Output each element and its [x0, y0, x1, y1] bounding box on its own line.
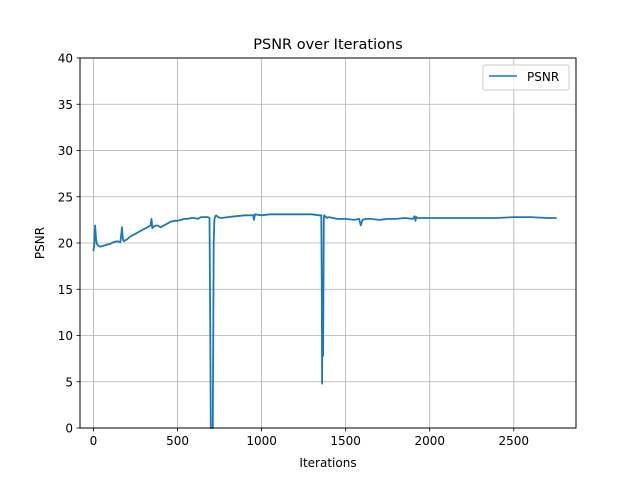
legend-box: [482, 64, 570, 91]
x-tick-label: 1500: [330, 434, 361, 448]
legend: PSNR: [482, 64, 570, 91]
y-tick-label: 20: [58, 237, 73, 251]
series-layer: [92, 213, 557, 429]
x-tick-label: 1000: [246, 434, 277, 448]
x-axis-title: Iterations: [299, 456, 356, 470]
y-tick-label: 15: [58, 283, 73, 297]
x-tick-label: 500: [166, 434, 189, 448]
x-tick-label: 2000: [414, 434, 445, 448]
y-tick-label: 30: [58, 144, 73, 158]
y-tick-label: 40: [58, 52, 73, 66]
y-tick-label: 25: [58, 190, 73, 204]
y-tick-label: 10: [58, 329, 73, 343]
x-tick-label: 2500: [499, 434, 530, 448]
y-axis-title: PSNR: [33, 227, 47, 259]
y-tick-label: 35: [58, 98, 73, 112]
chart-title: PSNR over Iterations: [253, 37, 402, 53]
y-tick-label: 0: [65, 422, 73, 436]
series-line-psnr: [92, 213, 557, 429]
y-tick-label: 5: [65, 375, 73, 389]
legend-label-psnr: PSNR: [527, 70, 559, 84]
y-axis-ticks: 0 5 10 15 20 25 30 35 40: [58, 52, 80, 436]
x-axis-ticks: 0 500 1000 1500 2000 2500: [90, 428, 529, 448]
x-tick-label: 0: [90, 434, 98, 448]
